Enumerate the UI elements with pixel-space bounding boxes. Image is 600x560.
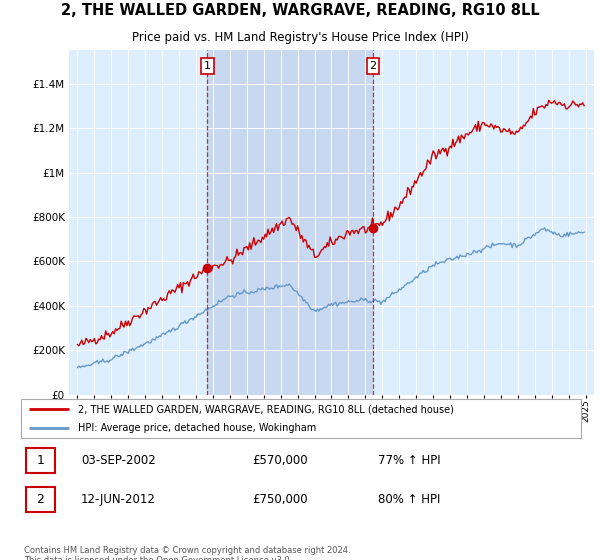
Text: 12-JUN-2012: 12-JUN-2012 bbox=[81, 493, 156, 506]
Text: 03-SEP-2002: 03-SEP-2002 bbox=[81, 454, 156, 467]
FancyBboxPatch shape bbox=[26, 487, 55, 512]
Text: £750,000: £750,000 bbox=[252, 493, 308, 506]
Text: 2: 2 bbox=[37, 493, 44, 506]
Text: 2, THE WALLED GARDEN, WARGRAVE, READING, RG10 8LL (detached house): 2, THE WALLED GARDEN, WARGRAVE, READING,… bbox=[77, 404, 454, 414]
Bar bbox=[208, 50, 373, 395]
Text: HPI: Average price, detached house, Wokingham: HPI: Average price, detached house, Woki… bbox=[77, 423, 316, 433]
FancyBboxPatch shape bbox=[21, 399, 581, 438]
Text: 80% ↑ HPI: 80% ↑ HPI bbox=[378, 493, 440, 506]
Text: 1: 1 bbox=[204, 60, 211, 71]
Text: 2, THE WALLED GARDEN, WARGRAVE, READING, RG10 8LL: 2, THE WALLED GARDEN, WARGRAVE, READING,… bbox=[61, 3, 539, 18]
Text: 1: 1 bbox=[37, 454, 44, 467]
Text: Contains HM Land Registry data © Crown copyright and database right 2024.
This d: Contains HM Land Registry data © Crown c… bbox=[24, 546, 350, 560]
FancyBboxPatch shape bbox=[26, 448, 55, 473]
Text: 2: 2 bbox=[370, 60, 377, 71]
Text: £570,000: £570,000 bbox=[252, 454, 308, 467]
Text: Price paid vs. HM Land Registry's House Price Index (HPI): Price paid vs. HM Land Registry's House … bbox=[131, 31, 469, 44]
Text: 77% ↑ HPI: 77% ↑ HPI bbox=[378, 454, 440, 467]
